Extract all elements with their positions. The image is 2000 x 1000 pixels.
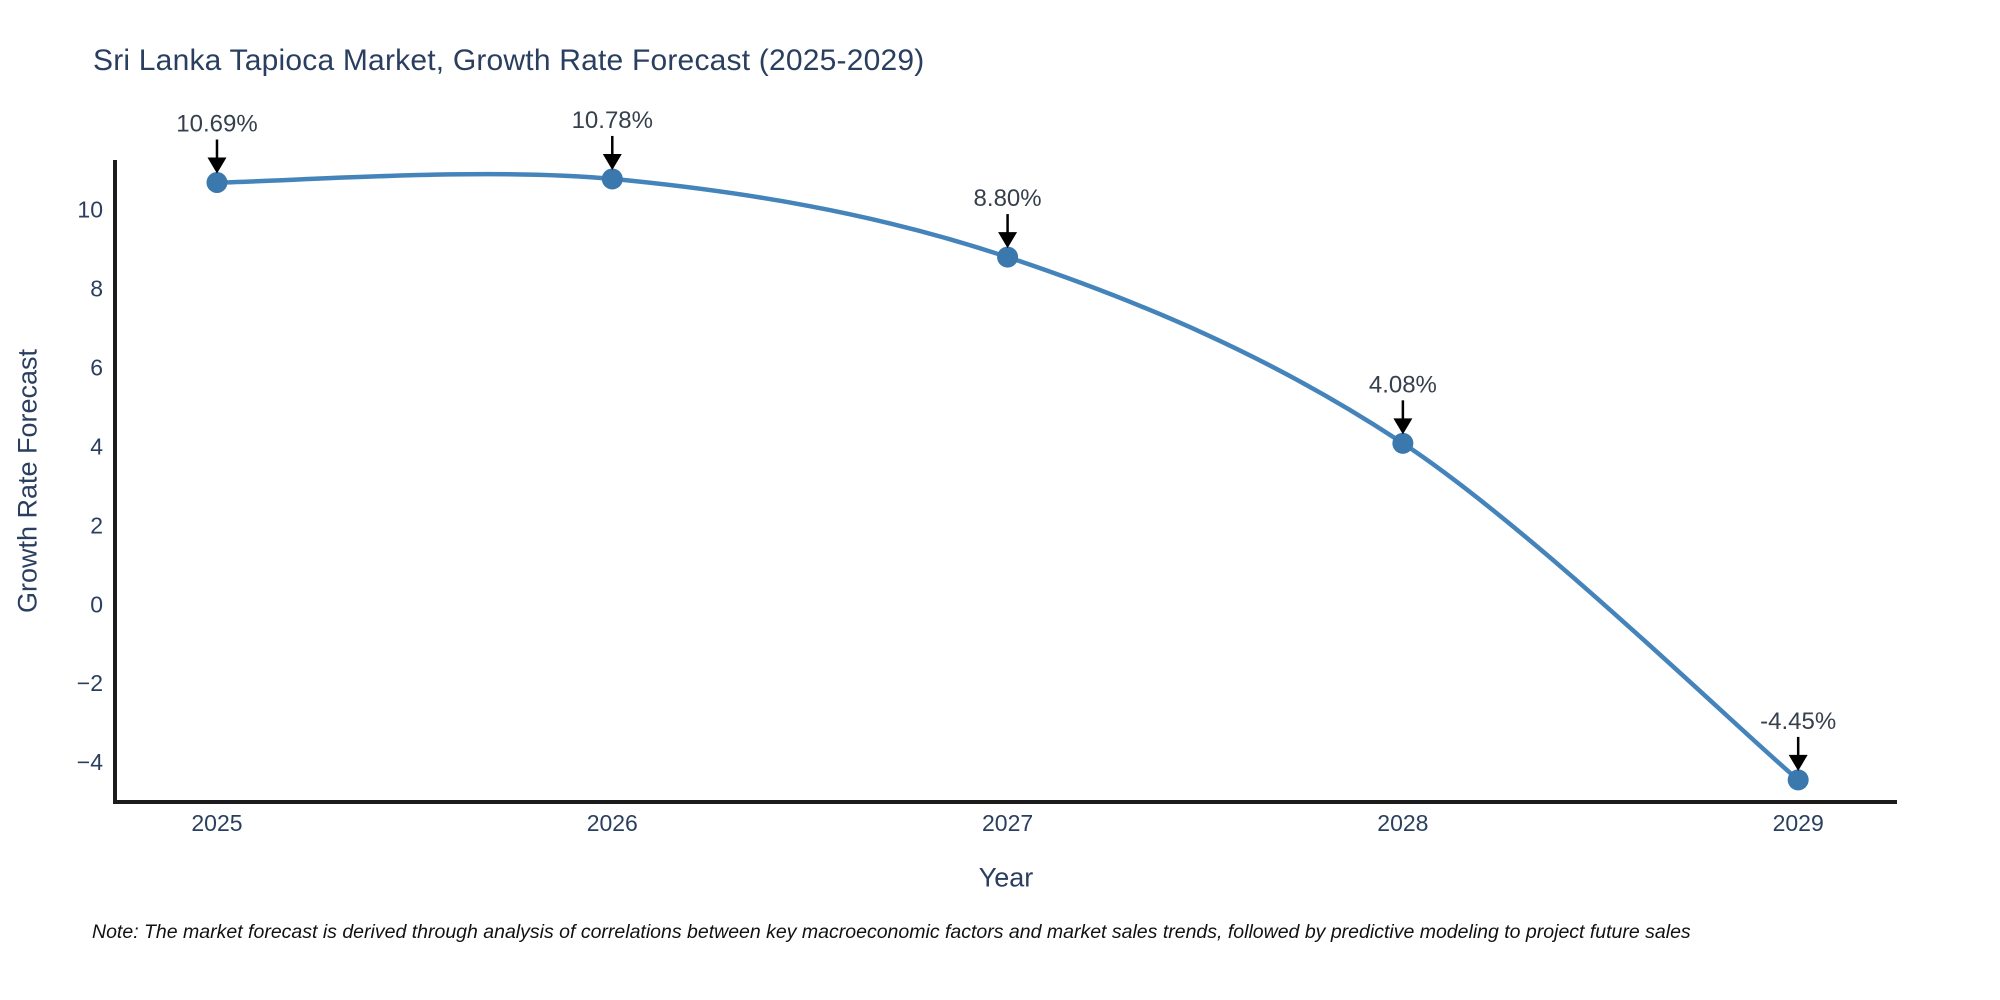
chart-title: Sri Lanka Tapioca Market, Growth Rate Fo…: [93, 44, 925, 77]
annotation-arrow-head: [1788, 754, 1808, 771]
annotation-arrow-head: [207, 157, 227, 174]
y-axis-title: Growth Rate Forecast: [12, 348, 43, 614]
point-value-label: -4.45%: [1760, 708, 1836, 735]
y-tick-label: 0: [90, 591, 103, 617]
data-point: [601, 168, 623, 190]
data-point: [1787, 769, 1809, 791]
data-point: [1392, 432, 1414, 454]
point-value-label: 8.80%: [974, 185, 1042, 212]
point-value-label: 10.69%: [176, 110, 257, 137]
x-tick-label: 2026: [587, 810, 638, 836]
y-tick-label: 4: [90, 433, 103, 459]
x-tick-label: 2027: [982, 810, 1033, 836]
y-tick-label: 2: [90, 512, 103, 538]
x-tick-label: 2028: [1377, 810, 1428, 836]
x-tick-label: 2025: [191, 810, 242, 836]
annotation-arrow-head: [602, 153, 622, 170]
point-value-label: 10.78%: [572, 107, 653, 134]
x-tick-label: 2029: [1773, 810, 1824, 836]
x-axis-title: Year: [978, 862, 1034, 893]
y-tick-label: 6: [90, 355, 103, 381]
y-tick-label: −4: [77, 749, 103, 775]
point-value-label: 4.08%: [1369, 371, 1437, 398]
y-tick-label: 8: [90, 276, 103, 302]
footnote: Note: The market forecast is derived thr…: [92, 921, 1691, 943]
data-point: [206, 171, 228, 193]
y-tick-label: −2: [77, 670, 103, 696]
annotation-arrow-head: [998, 232, 1018, 249]
annotation-arrow-head: [1393, 418, 1413, 435]
y-tick-label: 10: [77, 197, 103, 223]
data-point: [997, 246, 1019, 268]
